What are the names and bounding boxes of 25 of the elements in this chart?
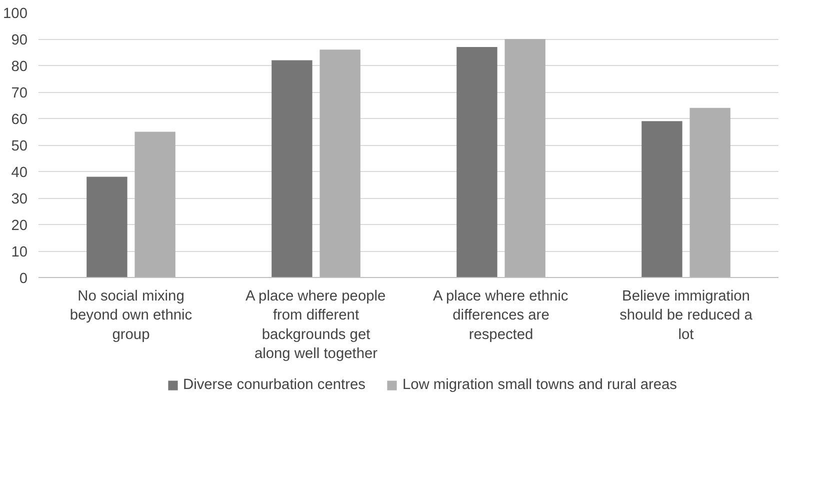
y-tick-label: 90 (11, 32, 28, 48)
y-tick-label: 30 (11, 192, 28, 208)
x-tick-label: No social mixing beyond own ethnic group (70, 288, 192, 343)
bar (642, 121, 682, 278)
y-tick-label: 10 (11, 244, 28, 260)
x-tick-label: A place where ethnic differences are respected (432, 288, 568, 343)
bar (320, 50, 360, 278)
x-tick-label: A place where people from different backgrounds get along well together (246, 288, 386, 362)
y-tick-label: 80 (11, 59, 28, 75)
bar (690, 108, 730, 278)
bar (86, 176, 128, 278)
legend-label: Low migration small towns and rural areas (402, 377, 678, 393)
y-tick-label: 100 (3, 6, 28, 22)
bar (272, 60, 312, 278)
y-tick-label: 20 (11, 218, 28, 234)
y-tick-label: 0 (19, 271, 28, 287)
x-tick-label: Believe immigration should be reduced a lot (620, 288, 754, 343)
bar (456, 46, 498, 278)
y-tick-label: 50 (11, 138, 28, 154)
bar (504, 39, 546, 278)
legend-label: Diverse conurbation centres (182, 377, 366, 393)
y-tick-label: 70 (11, 86, 28, 102)
y-tick-label: 60 (11, 112, 28, 128)
bar (134, 132, 176, 278)
y-tick-label: 40 (11, 165, 28, 181)
